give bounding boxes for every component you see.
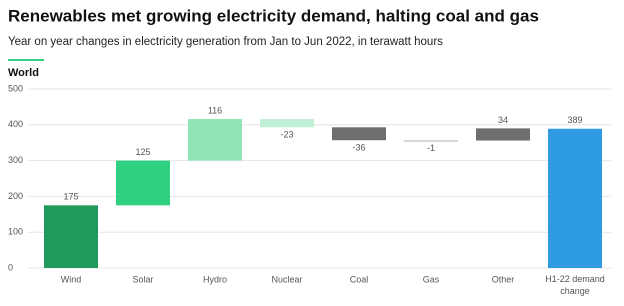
value-label: -1: [427, 143, 435, 153]
y-tick-label: 200: [8, 191, 23, 201]
bar: [188, 119, 242, 161]
y-tick-label: 0: [8, 262, 13, 272]
bar: [260, 119, 314, 128]
panel-title: World: [8, 67, 39, 79]
x-tick-label: Nuclear: [271, 274, 302, 284]
x-tick-label: Solar: [132, 274, 153, 284]
bar: [44, 205, 98, 268]
value-label: 125: [135, 147, 150, 157]
panel-accent: [8, 59, 44, 61]
y-tick-label: 500: [8, 83, 23, 93]
value-label: 116: [208, 105, 222, 115]
value-label: 175: [63, 192, 78, 202]
chart-subtitle: Year on year changes in electricity gene…: [8, 36, 443, 48]
bar: [476, 128, 530, 141]
y-tick-label: 100: [8, 227, 23, 237]
x-tick-label: Coal: [350, 274, 369, 284]
x-tick-label: Gas: [423, 274, 440, 284]
value-label: 34: [498, 115, 508, 125]
x-tick-label: H1-22 demand change: [545, 274, 605, 296]
bar: [332, 127, 386, 141]
x-tick-label: Other: [492, 274, 515, 284]
x-tick-label: Wind: [61, 274, 82, 284]
value-label: 389: [567, 115, 582, 125]
bar: [116, 160, 170, 206]
bar: [548, 128, 602, 268]
x-tick-label: Hydro: [203, 274, 227, 284]
value-label: -36: [352, 143, 365, 153]
y-tick-label: 400: [8, 119, 23, 129]
value-label: -23: [280, 130, 293, 140]
chart-title: Renewables met growing electricity deman…: [8, 6, 539, 25]
bar: [404, 140, 458, 142]
y-tick-label: 300: [8, 155, 23, 165]
